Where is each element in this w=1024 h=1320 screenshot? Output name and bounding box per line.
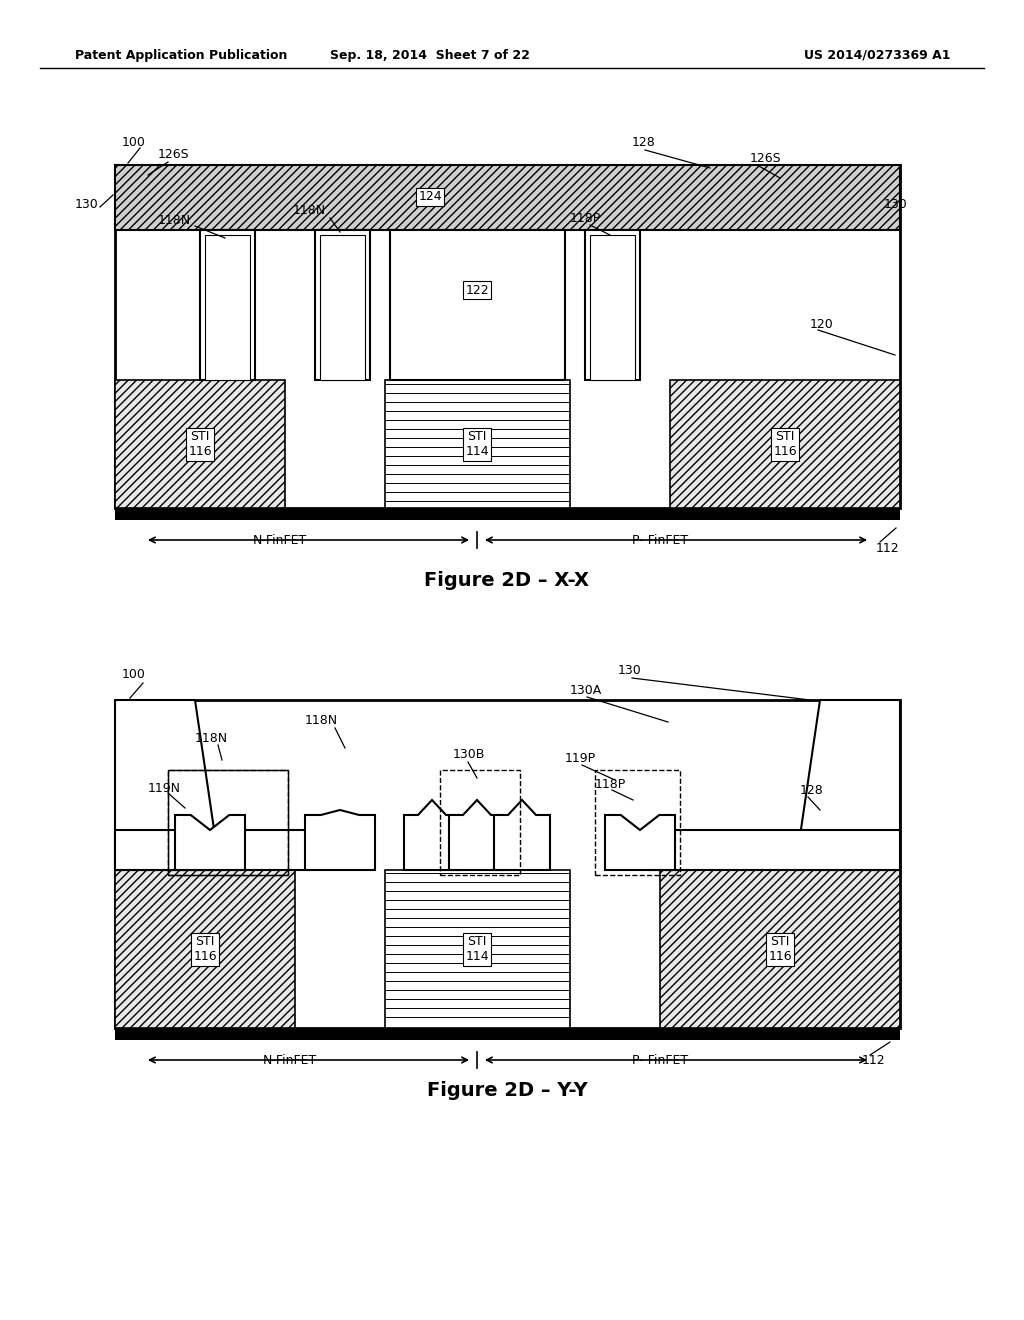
Text: 118N: 118N: [293, 203, 326, 216]
Polygon shape: [115, 700, 220, 870]
Bar: [115, 830, 310, 870]
Bar: [200, 230, 255, 380]
Text: Figure 2D – X-X: Figure 2D – X-X: [425, 570, 590, 590]
Bar: [670, 380, 900, 508]
Bar: [115, 1028, 900, 1040]
Text: 100: 100: [122, 668, 145, 681]
Text: 118N: 118N: [195, 731, 228, 744]
Bar: [168, 770, 288, 875]
Text: 112: 112: [862, 1053, 886, 1067]
Polygon shape: [449, 800, 505, 870]
Text: STI
114: STI 114: [465, 430, 488, 458]
Polygon shape: [404, 800, 460, 870]
Text: 128: 128: [800, 784, 823, 796]
Text: 126S: 126S: [750, 152, 781, 165]
Bar: [205, 235, 250, 380]
Bar: [319, 235, 365, 380]
Text: 130: 130: [75, 198, 98, 211]
Text: 119P: 119P: [565, 751, 596, 764]
Text: 118N: 118N: [158, 214, 191, 227]
Text: P- FinFET: P- FinFET: [632, 1053, 688, 1067]
Bar: [650, 830, 900, 870]
Polygon shape: [605, 814, 675, 870]
Text: US 2014/0273369 A1: US 2014/0273369 A1: [804, 49, 950, 62]
Bar: [168, 770, 288, 875]
Text: 112: 112: [876, 541, 900, 554]
Text: STI
116: STI 116: [194, 935, 217, 964]
Text: 118N: 118N: [305, 714, 338, 726]
Text: 119N: 119N: [148, 781, 181, 795]
Polygon shape: [305, 810, 375, 870]
Bar: [440, 770, 520, 875]
Text: 130: 130: [618, 664, 642, 676]
Bar: [115, 165, 900, 508]
Text: Figure 2D – Y-Y: Figure 2D – Y-Y: [427, 1081, 588, 1100]
Text: 130B: 130B: [453, 748, 485, 762]
Text: 124: 124: [418, 190, 441, 203]
Text: Patent Application Publication: Patent Application Publication: [75, 49, 288, 62]
Text: 126S: 126S: [158, 149, 189, 161]
Text: Sep. 18, 2014  Sheet 7 of 22: Sep. 18, 2014 Sheet 7 of 22: [330, 49, 530, 62]
Bar: [115, 165, 900, 230]
Text: 100: 100: [122, 136, 145, 149]
Bar: [115, 700, 900, 1028]
Bar: [390, 230, 565, 380]
Bar: [585, 230, 640, 380]
Bar: [385, 870, 570, 1028]
Text: STI
116: STI 116: [773, 430, 797, 458]
Bar: [660, 870, 900, 1028]
Text: STI
116: STI 116: [188, 430, 212, 458]
Text: STI
116: STI 116: [768, 935, 792, 964]
Text: 128: 128: [632, 136, 655, 149]
Bar: [595, 770, 680, 875]
Bar: [115, 380, 285, 508]
Polygon shape: [795, 700, 900, 870]
Text: 130: 130: [884, 198, 907, 211]
Text: STI
114: STI 114: [465, 935, 488, 964]
Bar: [385, 380, 570, 508]
Bar: [315, 230, 370, 380]
Text: 122: 122: [465, 284, 488, 297]
Bar: [115, 870, 295, 1028]
Bar: [115, 508, 900, 520]
Text: N-FinFET: N-FinFET: [263, 1053, 317, 1067]
Bar: [590, 235, 635, 380]
Text: 120: 120: [810, 318, 834, 331]
Text: N-FinFET: N-FinFET: [253, 533, 307, 546]
Text: 130A: 130A: [570, 684, 602, 697]
Polygon shape: [175, 814, 245, 870]
Text: 118P: 118P: [570, 211, 601, 224]
Text: P- FinFET: P- FinFET: [632, 533, 688, 546]
Polygon shape: [494, 800, 550, 870]
Text: 118P: 118P: [595, 779, 627, 792]
